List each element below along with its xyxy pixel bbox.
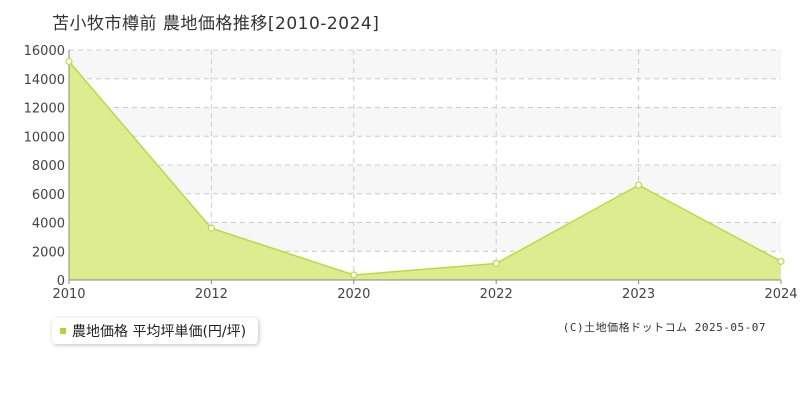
x-tick-label: 2022 [480, 287, 513, 302]
y-tick-label: 10000 [24, 130, 65, 145]
data-point [492, 259, 500, 268]
y-tick-label: 14000 [24, 73, 65, 88]
x-tick-label: 2010 [52, 287, 85, 302]
x-tick-label: 2024 [764, 287, 797, 302]
legend-swatch [60, 328, 66, 334]
grid-band [69, 165, 781, 194]
data-point [65, 57, 73, 66]
y-tick-label: 0 [57, 274, 65, 289]
x-tick-label: 2020 [337, 287, 370, 302]
data-point [207, 224, 215, 232]
legend: 農地価格 平均坪単価(円/坪) [52, 318, 259, 344]
data-point [634, 181, 643, 189]
data-point [777, 257, 785, 265]
grid-band [69, 50, 781, 79]
legend-label: 農地価格 平均坪単価(円/坪) [72, 324, 247, 340]
series-line [68, 61, 782, 276]
grid-band [69, 107, 781, 137]
x-tick-label: 2023 [622, 287, 655, 302]
y-tick-label: 6000 [32, 188, 65, 203]
y-tick-label: 16000 [24, 44, 65, 59]
y-tick-label: 2000 [32, 245, 65, 260]
y-tick-label: 12000 [24, 102, 65, 117]
series-area [69, 61, 781, 280]
y-tick-label: 8000 [32, 159, 65, 174]
data-point [350, 271, 358, 279]
y-tick-label: 4000 [32, 217, 65, 232]
copyright-text: (C)土地価格ドットコム 2025-05-07 [562, 321, 766, 334]
chart-title: 苫小牧市樽前 農地価格推移[2010-2024] [52, 14, 380, 34]
x-tick-label: 2012 [195, 287, 228, 302]
